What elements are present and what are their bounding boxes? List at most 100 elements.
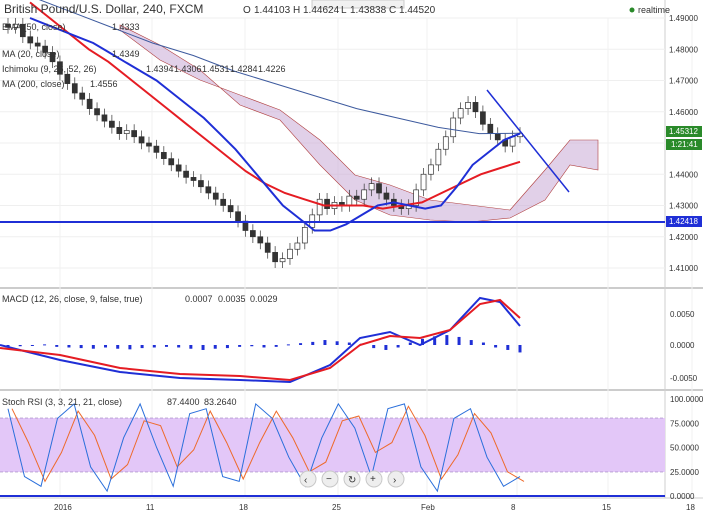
ohlc-h-label: H [293,5,300,16]
realtime-indicator: realtime [629,5,670,15]
macd-hist-bar [335,341,339,345]
time-tick-label: 8 [511,503,516,512]
candle-body [12,23,19,28]
ohlc-o: 1.44103 [254,5,291,16]
macd-hist-bar [250,345,254,347]
time-tick-label: 18 [686,503,695,512]
candle-body [190,177,197,181]
macd-hist-bar [457,336,461,345]
candle-body [64,73,71,84]
reset-button[interactable]: ↻ [343,470,361,488]
macd-hist-bar [347,342,351,345]
ichimoku-legend[interactable]: Ichimoku (9, 26, 52, 26) 1.4394 1.4306 1… [2,64,286,74]
macd-hist-bar [30,345,34,346]
candle-body [160,152,167,159]
candle-body [153,145,160,153]
hline-price-bg [666,216,702,227]
macd-hist-bar [408,342,412,345]
zoom-out-button[interactable]: − [321,470,339,488]
candle-body [131,130,137,138]
macd-hist-bar [396,345,400,348]
macd-hist-bar [238,345,242,347]
macd-hist-bar [128,345,132,350]
exit-fullscreen-tab[interactable] [311,0,405,9]
macd-legend[interactable]: MACD (12, 26, close, 9, false, true) 0.0… [2,294,278,304]
candle-body [123,130,130,134]
stoch-axis: 100.0000 75.0000 50.0000 25.0000 0.0000 [670,395,703,501]
candle-body [49,52,56,63]
macd-v1: 0.0007 [185,294,213,304]
ma200-value: 1.4556 [90,79,118,89]
ichimoku-v2: 1.4306 [174,64,202,74]
macd-v2: 0.0035 [218,294,246,304]
macd-hist-bar [494,345,498,348]
macd-tick-label: -0.0050 [670,374,698,383]
ichimoku-v5: 1.4226 [258,64,286,74]
candle-body [294,242,301,250]
zoom-in-button[interactable]: + [365,470,383,488]
candle-body [376,183,382,194]
ma20-legend[interactable]: MA (20, close) 1.4349 [2,49,140,59]
candle-body [324,198,330,209]
countdown-value: 1:21:41 [671,140,698,149]
scroll-right-button[interactable]: › [387,470,405,488]
macd-hist-bar [140,345,144,349]
macd-hist-bar [189,345,193,349]
candle-body [19,23,26,38]
time-axis[interactable]: 2016 11 18 25 Feb 8 15 18 [54,503,695,512]
candle-body [146,142,152,147]
ohlc-l-label: L [341,5,347,16]
time-tick-label: 2016 [54,503,72,512]
stoch-tick-label: 100.0000 [670,395,703,404]
moving-average-lines [29,0,521,232]
chart-title: British Pound/U.S. Dollar, 240, FXCM [4,2,203,16]
price-tick-label: 1.48000 [669,45,698,54]
candle-body [71,83,78,94]
realtime-label: realtime [638,5,670,15]
macd-hist-bar [152,345,156,348]
ichimoku-cloud [119,24,599,223]
macd-hist-bar [201,345,205,350]
ma200-legend[interactable]: MA (200, close) 1.4556 [2,79,118,89]
hline-price-badge: 1.42418 [666,216,702,227]
candle-body [198,180,204,188]
ma20-label: MA (20, close) [2,49,60,59]
candle-body [227,205,234,213]
macd-hist-bar [384,345,388,350]
ema-legend[interactable]: EMA (50, close) 1.4333 [2,22,140,32]
scroll-left-button[interactable]: ‹ [299,470,317,488]
candle-body [57,61,63,75]
trendline[interactable] [486,89,570,193]
macd-hist-bar [262,345,266,348]
price-tick-label: 1.47000 [669,77,698,86]
macd-pane[interactable] [0,296,522,384]
ohlc-h: 1.44624 [303,5,340,16]
macd-hist-bar [18,345,22,347]
candle-body [428,164,434,175]
current-price-badge: 1.45312 1:21:41 [666,126,702,150]
ichimoku-v3: 1.4531 [202,64,230,74]
candle-body [368,183,375,191]
candle-body [420,173,427,191]
price-tick-label: 1.41000 [669,264,698,273]
price-tick-label: 1.49000 [669,14,698,23]
stoch-tick-label: 25.0000 [670,468,699,477]
macd-tick-label: 0.0000 [670,341,695,350]
price-tick-label: 1.42000 [669,233,698,242]
ma20-line [29,17,521,232]
ohlc-c-label: C [389,5,396,16]
macd-hist-bar [177,345,181,348]
candle-body [235,211,241,222]
stoch-pane[interactable] [7,402,525,493]
price-tick-label: 1.43000 [669,202,698,211]
stoch-d-line [11,405,525,483]
candle-body [116,127,123,134]
ohlc-c: 1.44520 [399,5,436,16]
stoch-legend[interactable]: Stoch RSI (3, 3, 21, 21, close) 87.4400 … [2,397,237,407]
candle-body [205,186,212,194]
candle-body [487,123,494,134]
candlestick-series [5,18,523,268]
candle-body [257,236,264,244]
macd-hist-bar [372,345,376,349]
